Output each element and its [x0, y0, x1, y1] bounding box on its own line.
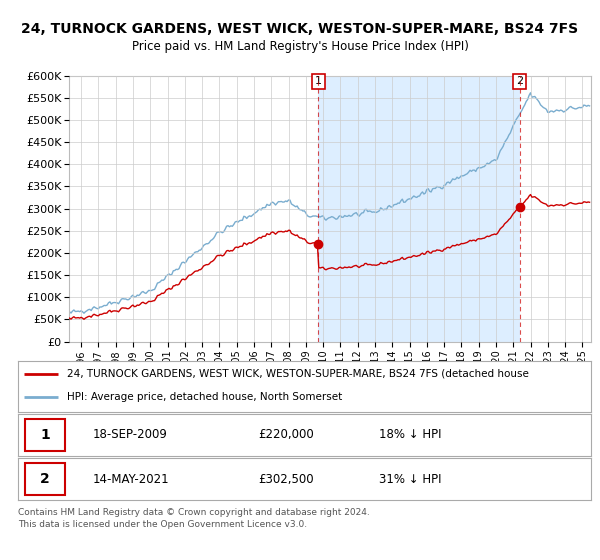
Text: Price paid vs. HM Land Registry's House Price Index (HPI): Price paid vs. HM Land Registry's House … — [131, 40, 469, 53]
Text: 1: 1 — [315, 77, 322, 86]
Text: 14-MAY-2021: 14-MAY-2021 — [92, 473, 169, 486]
Text: 18-SEP-2009: 18-SEP-2009 — [92, 428, 167, 441]
Text: HPI: Average price, detached house, North Somerset: HPI: Average price, detached house, Nort… — [67, 393, 342, 403]
Text: 24, TURNOCK GARDENS, WEST WICK, WESTON-SUPER-MARE, BS24 7FS: 24, TURNOCK GARDENS, WEST WICK, WESTON-S… — [22, 22, 578, 36]
Text: £220,000: £220,000 — [259, 428, 314, 441]
FancyBboxPatch shape — [25, 419, 65, 451]
Text: 2: 2 — [40, 472, 50, 486]
Bar — [318, 76, 520, 342]
Text: 24, TURNOCK GARDENS, WEST WICK, WESTON-SUPER-MARE, BS24 7FS (detached house: 24, TURNOCK GARDENS, WEST WICK, WESTON-S… — [67, 369, 529, 379]
Text: Contains HM Land Registry data © Crown copyright and database right 2024.
This d: Contains HM Land Registry data © Crown c… — [18, 508, 370, 529]
Text: 18% ↓ HPI: 18% ↓ HPI — [379, 428, 442, 441]
Text: 31% ↓ HPI: 31% ↓ HPI — [379, 473, 442, 486]
Text: 1: 1 — [40, 428, 50, 442]
FancyBboxPatch shape — [25, 463, 65, 495]
Text: £302,500: £302,500 — [259, 473, 314, 486]
Text: 2: 2 — [516, 77, 523, 86]
